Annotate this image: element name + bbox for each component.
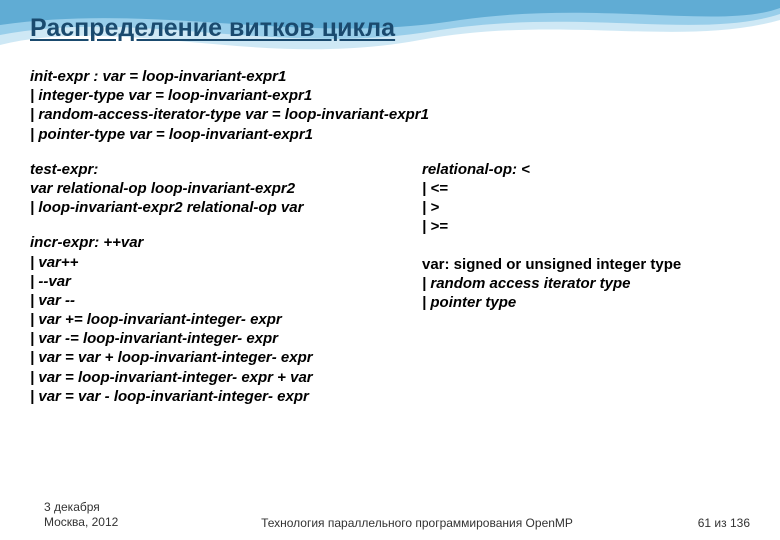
init-expr-head: init-expr : var = loop-invariant-expr1 (30, 67, 750, 86)
incr-expr-l4: | var += loop-invariant-integer- expr (30, 310, 394, 329)
init-expr-alt2: | random-access-iterator-type var = loop… (30, 105, 750, 124)
test-expr-block: test-expr: var relational-op loop-invari… (30, 160, 394, 218)
incr-expr-l2: | --var (30, 272, 394, 291)
relational-op-l2: | > (422, 198, 750, 217)
incr-expr-l8: | var = var - loop-invariant-integer- ex… (30, 387, 394, 406)
incr-expr-l7: | var = loop-invariant-integer- expr + v… (30, 368, 394, 387)
incr-expr-l1: | var++ (30, 253, 394, 272)
slide-title: Распределение витков цикла (30, 14, 750, 43)
relational-op-block: relational-op: < | <= | > | >= (422, 160, 750, 237)
test-expr-head: test-expr: (30, 160, 394, 179)
incr-expr-l6: | var = var + loop-invariant-integer- ex… (30, 348, 394, 367)
init-expr-alt3: | pointer-type var = loop-invariant-expr… (30, 125, 750, 144)
test-expr-l2: | loop-invariant-expr2 relational-op var (30, 198, 394, 217)
init-expr-block: init-expr : var = loop-invariant-expr1 |… (30, 67, 750, 144)
var-types-l2: | pointer type (422, 293, 750, 312)
relational-op-l1: | <= (422, 179, 750, 198)
relational-op-l3: | >= (422, 217, 750, 236)
relational-op-head: relational-op: < (422, 160, 750, 179)
init-expr-alt1: | integer-type var = loop-invariant-expr… (30, 86, 750, 105)
incr-expr-block: incr-expr: ++var | var++ | --var | var -… (30, 233, 394, 406)
incr-expr-head: incr-expr: ++var (30, 233, 394, 252)
var-types-block: var: signed or unsigned integer type | r… (422, 255, 750, 313)
var-types-l1: | random access iterator type (422, 274, 750, 293)
test-expr-l1: var relational-op loop-invariant-expr2 (30, 179, 394, 198)
incr-expr-l5: | var -= loop-invariant-integer- expr (30, 329, 394, 348)
slide-content: Распределение витков цикла init-expr : v… (0, 0, 780, 540)
incr-expr-l3: | var -- (30, 291, 394, 310)
var-types-head: var: signed or unsigned integer type (422, 255, 750, 274)
